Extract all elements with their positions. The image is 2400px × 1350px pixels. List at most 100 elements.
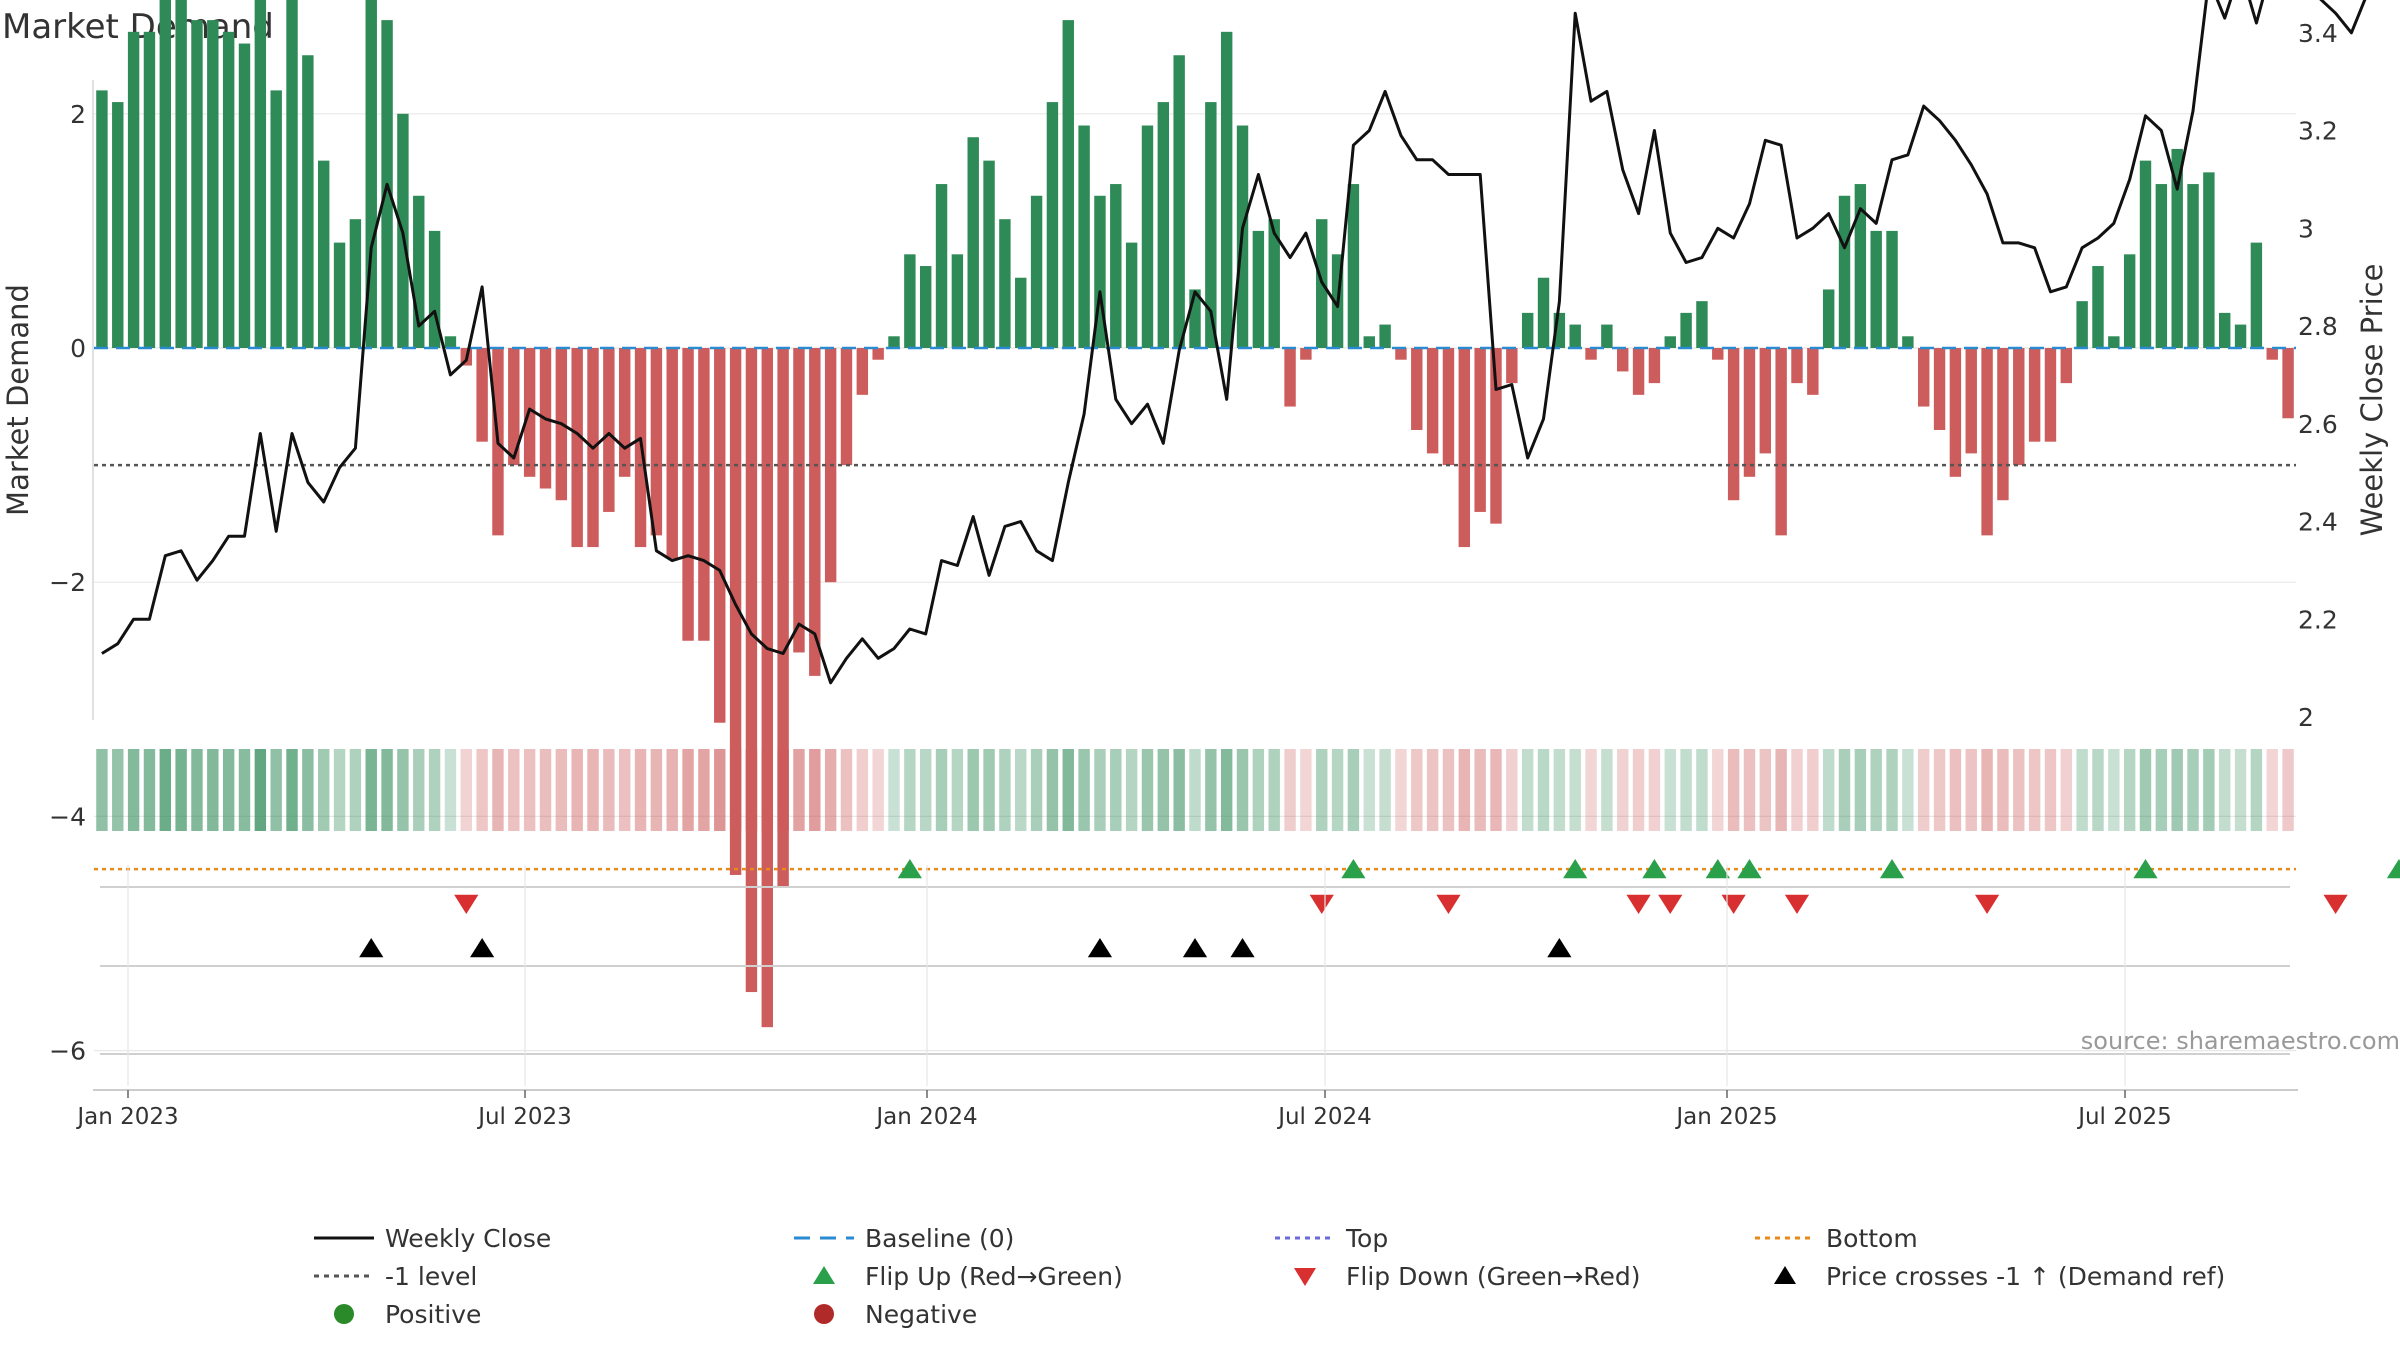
demand-bar bbox=[508, 348, 520, 466]
heat-cell bbox=[618, 749, 631, 831]
heat-cell bbox=[872, 749, 884, 831]
demand-bar bbox=[1807, 348, 1819, 395]
demand-bar bbox=[349, 219, 362, 348]
x-axis: Jan 2023 Jul 2023 Jan 2024 Jul 2024 Jan 2025… bbox=[75, 865, 2298, 1130]
heat-cell bbox=[2028, 749, 2041, 831]
demand-bar bbox=[1411, 348, 1423, 430]
heat-cell bbox=[1949, 749, 1962, 831]
demand-bar bbox=[1617, 348, 1629, 372]
heat-cell bbox=[1490, 749, 1502, 831]
demand-bar bbox=[365, 0, 377, 349]
demand-bar bbox=[1078, 125, 1090, 348]
heat-cell bbox=[745, 749, 758, 831]
flip-up-marker bbox=[2386, 859, 2400, 879]
demand-heat-strip bbox=[96, 749, 2294, 831]
demand-bar bbox=[1363, 336, 1375, 348]
demand-bar bbox=[1300, 348, 1312, 360]
demand-bar bbox=[1062, 20, 1074, 349]
heat-cell bbox=[1506, 749, 1518, 831]
heat-cell bbox=[1617, 749, 1629, 831]
demand-bar bbox=[428, 230, 441, 348]
flip-up-marker bbox=[2133, 859, 2158, 879]
demand-bar bbox=[618, 348, 631, 477]
heat-cell bbox=[349, 749, 362, 831]
heat-cell bbox=[2139, 749, 2152, 831]
flip-up-marker bbox=[1563, 859, 1588, 879]
y-tick-right: 3.4 bbox=[2298, 19, 2338, 48]
heat-cell bbox=[1236, 749, 1249, 831]
heat-cell bbox=[1712, 749, 1724, 831]
demand-bar bbox=[112, 102, 124, 348]
heat-cell bbox=[1743, 749, 1756, 831]
heat-cell bbox=[2123, 749, 2136, 831]
weekly-close-line bbox=[101, 0, 2367, 685]
y-tick-right: 2.2 bbox=[2298, 605, 2338, 634]
heat-cell bbox=[840, 749, 853, 831]
heat-cell bbox=[539, 749, 552, 831]
demand-bar bbox=[1141, 125, 1154, 348]
demand-bar bbox=[1664, 336, 1676, 348]
legend-swatch-triangle-up bbox=[813, 1266, 835, 1284]
heat-cell bbox=[698, 749, 710, 831]
legend-label: Flip Down (Green→Red) bbox=[1346, 1262, 1641, 1291]
heat-cell bbox=[2108, 749, 2120, 831]
y-tick-left: −2 bbox=[49, 568, 86, 597]
y-axis-left-label: Market Demand bbox=[1, 284, 35, 516]
heat-cell bbox=[650, 749, 663, 831]
heat-cell bbox=[523, 749, 536, 831]
heat-cell bbox=[1838, 749, 1851, 831]
axes: 420−2−4−63.63.43.232.82.62.42.22 bbox=[49, 19, 2338, 1066]
heat-cell bbox=[1125, 749, 1138, 831]
heat-cell bbox=[777, 749, 789, 831]
demand-bar bbox=[2234, 324, 2247, 348]
heat-cell bbox=[1521, 749, 1534, 831]
flip-down-marker bbox=[1721, 894, 1746, 914]
heat-cell bbox=[714, 749, 726, 831]
flip-down-marker bbox=[1974, 894, 2000, 914]
x-tick-label: Jul 2024 bbox=[1276, 1104, 1372, 1130]
heat-cell bbox=[159, 749, 171, 831]
heat-cell bbox=[207, 749, 219, 831]
demand-bar bbox=[1680, 312, 1692, 348]
demand-bar bbox=[191, 20, 203, 349]
heat-cell bbox=[824, 749, 837, 831]
demand-bar bbox=[1426, 348, 1439, 454]
heat-cell bbox=[1696, 749, 1708, 831]
heat-cell bbox=[809, 749, 821, 831]
demand-bar bbox=[1395, 348, 1407, 360]
heat-cell bbox=[1997, 749, 2009, 831]
demand-bar bbox=[143, 31, 156, 349]
flip-up-marker bbox=[897, 859, 922, 879]
heat-cell bbox=[682, 749, 694, 831]
demand-bar bbox=[302, 55, 314, 348]
heat-cell bbox=[270, 749, 282, 831]
price-cross-marker bbox=[359, 938, 384, 958]
heat-cell bbox=[2013, 749, 2025, 831]
y-tick-right: 2.6 bbox=[2298, 410, 2338, 439]
demand-bar bbox=[919, 266, 932, 348]
demand-bar bbox=[809, 348, 821, 676]
x-tick-label: Jan 2023 bbox=[75, 1104, 178, 1130]
heat-cell bbox=[555, 749, 568, 831]
heat-cell bbox=[1918, 749, 1930, 831]
flip-down-marker bbox=[454, 894, 479, 914]
price-cross-marker bbox=[1087, 938, 1113, 958]
demand-bar bbox=[270, 90, 282, 348]
demand-bar bbox=[777, 348, 789, 887]
demand-bar bbox=[1601, 324, 1613, 348]
demand-bar bbox=[1284, 348, 1296, 407]
heat-cell bbox=[1553, 749, 1566, 831]
heat-cell bbox=[999, 749, 1011, 831]
heat-cell bbox=[1442, 749, 1455, 831]
heat-cell bbox=[634, 749, 647, 831]
heat-cell bbox=[1680, 749, 1692, 831]
heat-cell bbox=[904, 749, 916, 831]
heat-cell bbox=[1395, 749, 1407, 831]
legend-label: Flip Up (Red→Green) bbox=[865, 1262, 1123, 1291]
heat-cell bbox=[919, 749, 932, 831]
heat-cell bbox=[761, 749, 773, 831]
x-tick-label: Jul 2023 bbox=[476, 1104, 572, 1130]
demand-bar bbox=[1854, 184, 1867, 348]
demand-bar bbox=[2155, 184, 2168, 348]
